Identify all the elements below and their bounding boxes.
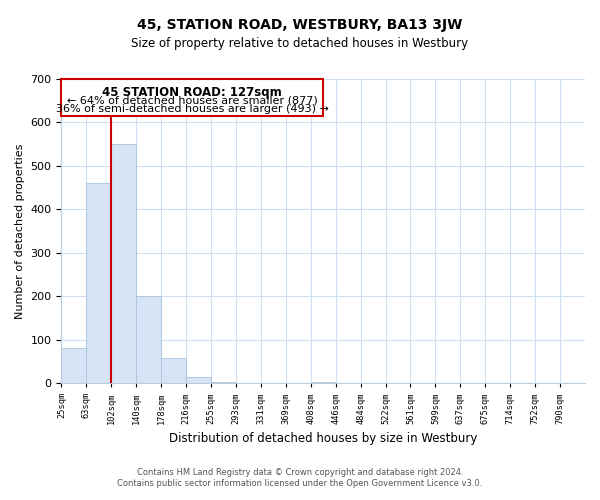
Bar xyxy=(186,376,211,383)
Text: 36% of semi-detached houses are larger (493) →: 36% of semi-detached houses are larger (… xyxy=(56,104,329,114)
Bar xyxy=(86,184,111,383)
X-axis label: Distribution of detached houses by size in Westbury: Distribution of detached houses by size … xyxy=(169,432,478,445)
Y-axis label: Number of detached properties: Number of detached properties xyxy=(15,144,25,319)
FancyBboxPatch shape xyxy=(61,79,323,116)
Bar xyxy=(111,144,136,383)
Bar xyxy=(161,358,186,383)
Text: Size of property relative to detached houses in Westbury: Size of property relative to detached ho… xyxy=(131,38,469,51)
Bar xyxy=(211,382,236,383)
Text: 45, STATION ROAD, WESTBURY, BA13 3JW: 45, STATION ROAD, WESTBURY, BA13 3JW xyxy=(137,18,463,32)
Bar xyxy=(61,348,86,383)
Bar xyxy=(136,296,161,383)
Text: 45 STATION ROAD: 127sqm: 45 STATION ROAD: 127sqm xyxy=(103,86,282,98)
Text: Contains HM Land Registry data © Crown copyright and database right 2024.
Contai: Contains HM Land Registry data © Crown c… xyxy=(118,468,482,487)
Text: ← 64% of detached houses are smaller (877): ← 64% of detached houses are smaller (87… xyxy=(67,96,317,106)
Bar xyxy=(311,382,335,383)
